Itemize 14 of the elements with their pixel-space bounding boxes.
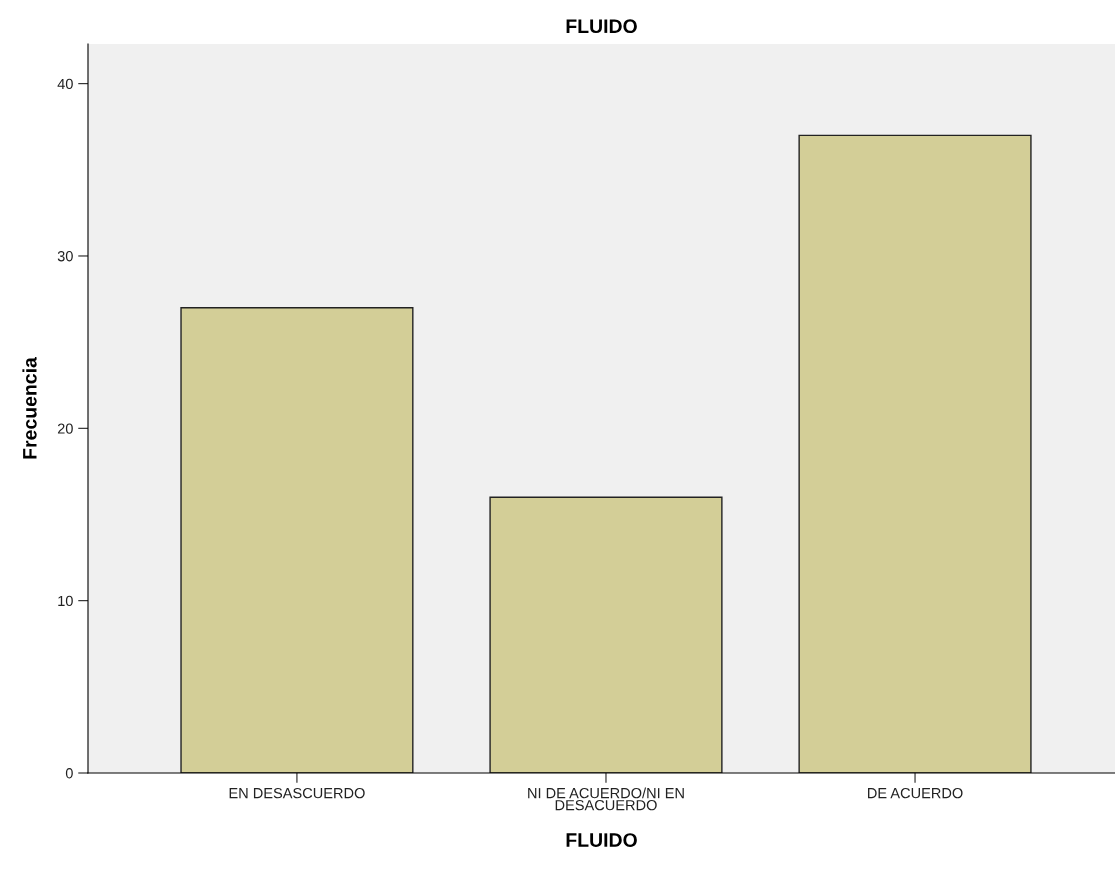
x-tick-label: NI DE ACUERDO/NI EN DESACUERDO [528,787,684,811]
y-tick-label: 0 [65,768,73,779]
bar [489,496,723,773]
y-tick-label: 40 [57,78,73,90]
chart-title: FLUIDO [566,19,637,34]
x-axis-title: FLUIDO [566,833,637,847]
x-tick-label: EN DESASCUERDO [229,787,365,799]
bar [798,134,1032,773]
y-tick-label: 30 [57,251,73,262]
bar [180,306,414,773]
x-tick-label: DE ACUERDO [868,787,963,799]
y-tick-label: 20 [57,423,73,434]
y-axis-title: Frecuencia [22,357,37,459]
y-tick-label: 10 [58,595,73,607]
